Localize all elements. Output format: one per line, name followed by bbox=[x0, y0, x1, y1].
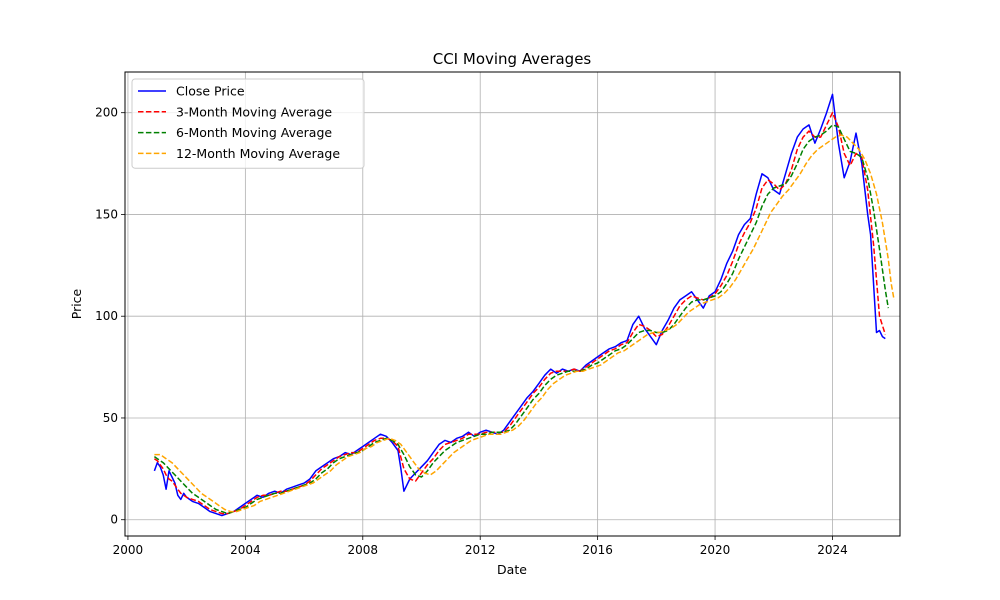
y-tick-label: 0 bbox=[110, 513, 118, 527]
x-tick-label: 2016 bbox=[582, 543, 613, 557]
series-line-12-month-moving-average bbox=[154, 134, 895, 513]
x-axis-label: Date bbox=[497, 562, 527, 577]
x-tick-label: 2000 bbox=[113, 543, 144, 557]
series-line-6-month-moving-average bbox=[153, 124, 890, 515]
series-line-3-month-moving-average bbox=[153, 111, 887, 515]
y-tick-label: 200 bbox=[95, 106, 118, 120]
legend-label: 6-Month Moving Average bbox=[176, 125, 332, 140]
x-tick-label: 2004 bbox=[230, 543, 261, 557]
x-tick-label: 2012 bbox=[465, 543, 496, 557]
x-tick-label: 2020 bbox=[700, 543, 731, 557]
chart-title: CCI Moving Averages bbox=[433, 50, 592, 68]
legend-label: 3-Month Moving Average bbox=[176, 104, 332, 119]
series-layer bbox=[153, 93, 895, 517]
series-line-close-price bbox=[153, 93, 886, 517]
y-tick-label: 100 bbox=[95, 309, 118, 323]
y-tick-label: 50 bbox=[103, 411, 118, 425]
legend-box bbox=[131, 78, 365, 169]
x-tick-label: 2024 bbox=[817, 543, 848, 557]
y-tick-label: 150 bbox=[95, 207, 118, 221]
axis-ticks: 2000 2004 2008 2012 2016 2020 2024 0 50 100 150 200 bbox=[95, 106, 848, 557]
x-tick-label: 2008 bbox=[348, 543, 379, 557]
y-axis-label: Price bbox=[69, 288, 84, 319]
legend-label: 12-Month Moving Average bbox=[176, 146, 340, 161]
plot-frame bbox=[124, 71, 901, 537]
legend: Close Price 3-Month Moving Average 6-Month… bbox=[131, 78, 365, 169]
legend-label: Close Price bbox=[176, 84, 245, 99]
